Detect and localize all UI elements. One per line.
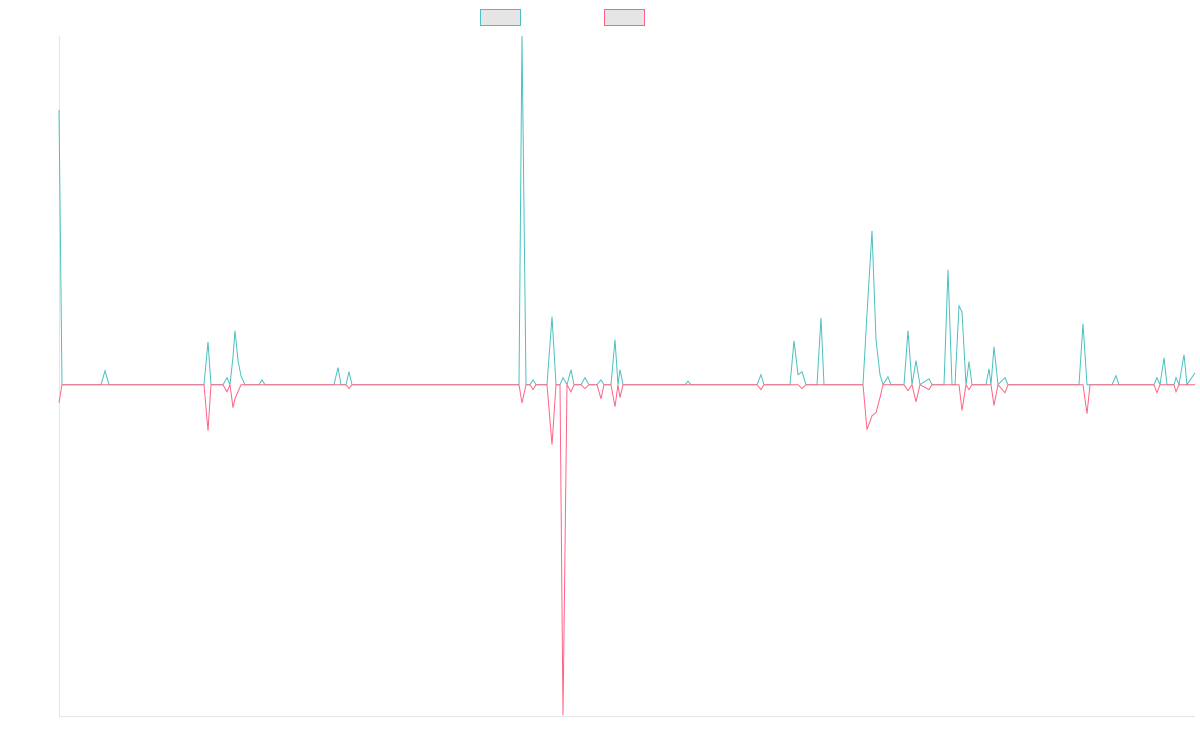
series-line <box>58 35 1196 387</box>
series-line <box>58 382 1195 716</box>
legend-swatch[interactable] <box>604 9 645 26</box>
legend-swatch[interactable] <box>480 9 521 26</box>
